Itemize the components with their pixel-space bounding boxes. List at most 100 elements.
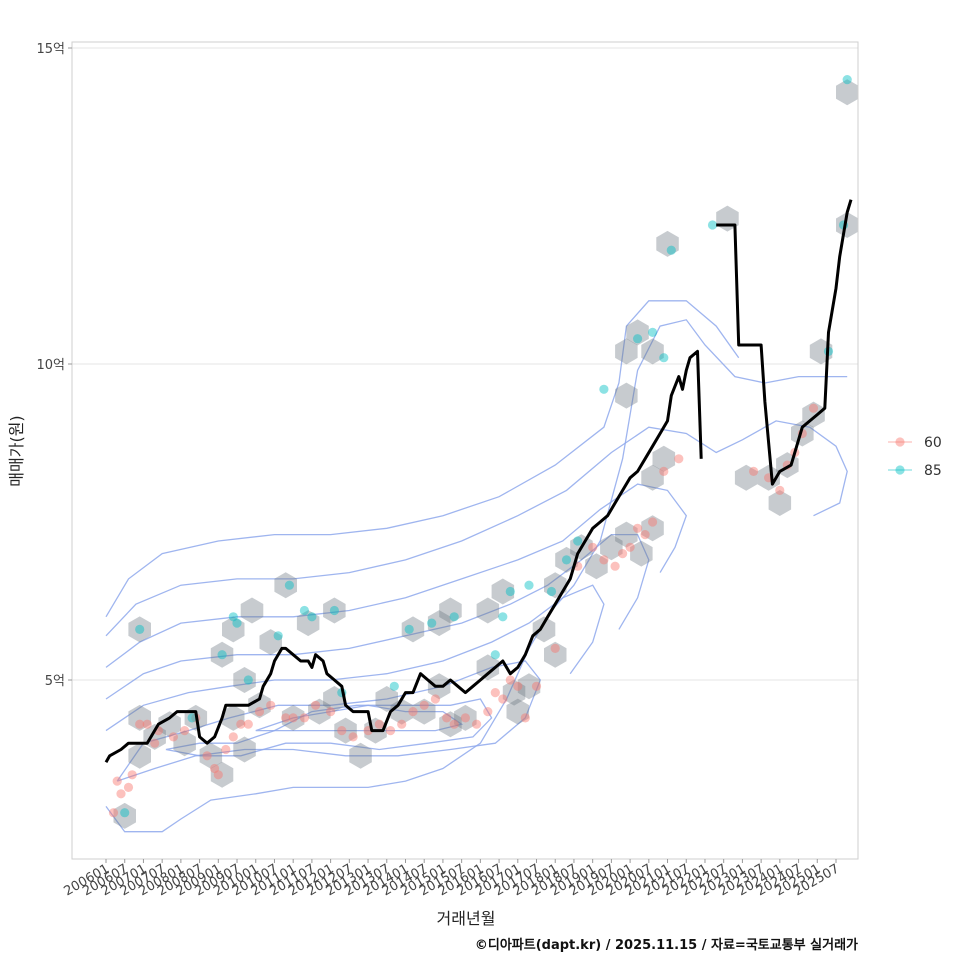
scatter-point-60 <box>419 700 429 710</box>
hex-bin <box>439 597 462 624</box>
scatter-point-85 <box>273 631 283 641</box>
hex-bin <box>641 338 664 365</box>
scatter-point-60 <box>142 719 152 729</box>
hex-bin <box>349 742 372 769</box>
hex-bin <box>308 698 331 725</box>
median-line-group <box>104 199 853 763</box>
scatter-point-85 <box>561 555 572 565</box>
density-contour <box>105 483 688 668</box>
scatter-point-60 <box>460 713 470 723</box>
scatter-point-60 <box>236 719 246 729</box>
median-price-line <box>716 199 853 486</box>
scatter-point-60 <box>674 454 684 464</box>
scatter-point-60 <box>108 808 119 818</box>
density-contour <box>165 698 493 757</box>
scatter-point-60 <box>123 782 134 793</box>
hex-bin <box>240 597 264 624</box>
scatter-point-60 <box>228 732 238 742</box>
hex-bin <box>476 597 500 624</box>
y-axis-title: 매매가(원) <box>7 415 26 486</box>
gridlines <box>72 47 858 681</box>
scatter-point-85 <box>707 220 718 230</box>
scatter-point-60 <box>213 770 223 780</box>
hex-bin <box>427 610 451 637</box>
hex-bin <box>401 616 425 643</box>
hex-bin <box>128 616 151 643</box>
hex-bin <box>734 464 758 491</box>
hex-bin <box>233 736 256 763</box>
hex-bin <box>757 464 780 491</box>
scatter-point-60 <box>168 732 178 742</box>
hex-bin <box>517 673 541 700</box>
scatter-point-85 <box>490 650 500 660</box>
hex-bin <box>652 445 676 472</box>
scatter-point-60 <box>498 694 508 704</box>
scatter-point-85 <box>524 580 534 590</box>
hex-bin <box>158 711 181 738</box>
hex-bin <box>296 610 320 637</box>
hex-bin <box>491 578 515 605</box>
y-tick-label: 5억 <box>45 674 65 689</box>
hex-bins <box>113 79 859 829</box>
scatter-point-60 <box>520 713 530 723</box>
hex-bin <box>555 546 578 573</box>
hex-bin <box>334 717 357 744</box>
hex-bin <box>506 698 530 725</box>
scatter-point-60 <box>550 643 560 654</box>
median-price-line <box>104 349 703 763</box>
scatter-point-60 <box>483 707 493 717</box>
scatter-point-60 <box>408 707 418 717</box>
hex-bin <box>281 704 305 731</box>
scatter-point-60 <box>299 713 309 723</box>
scatter-point-85 <box>573 536 583 546</box>
scatter-point-60 <box>505 675 515 685</box>
hex-bin <box>128 704 151 731</box>
density-contour <box>105 300 740 618</box>
hex-bin <box>836 212 859 238</box>
density-contour <box>105 584 605 732</box>
legend-key-dot-60 <box>895 437 905 447</box>
scatter-point-60 <box>640 530 650 540</box>
x-axis-title: 거래년월 <box>437 909 496 928</box>
hex-bin <box>544 641 567 668</box>
scatter-point-60 <box>430 694 440 704</box>
scatter-point-85 <box>633 334 643 344</box>
scatter-point-60 <box>348 732 358 742</box>
scatter-point-85 <box>329 605 339 616</box>
hex-bin <box>641 464 664 491</box>
scatter-point-60 <box>648 517 658 527</box>
scatter-point-60 <box>210 763 220 774</box>
hex-bin <box>323 686 346 712</box>
scatter-point-60 <box>127 770 137 780</box>
scatter-point-85 <box>599 384 609 394</box>
scatter-point-60 <box>588 542 598 552</box>
hex-bin <box>222 616 245 643</box>
scatter-point-85 <box>187 713 197 723</box>
scatter-point-60 <box>135 719 145 729</box>
hex-bin <box>173 730 196 757</box>
density-contours <box>105 300 848 833</box>
hex-bin <box>630 540 653 567</box>
density-contour <box>116 660 542 782</box>
y-tick-label: 10억 <box>36 358 65 373</box>
hex-bin <box>128 742 151 769</box>
scatter-point-85 <box>299 605 309 616</box>
scatter-point-60 <box>180 726 190 736</box>
hex-bin <box>222 704 245 731</box>
hex-bin <box>768 490 792 516</box>
scatter-point-85 <box>449 612 459 622</box>
scatter-point-85 <box>546 586 557 597</box>
hex-bin <box>615 338 638 365</box>
hex-bin <box>274 572 297 599</box>
scatter-point-85 <box>842 75 852 85</box>
legend-label-60: 60 <box>924 435 942 451</box>
scatter-point-85 <box>284 580 294 590</box>
hex-bin <box>641 515 664 542</box>
scatter-point-60 <box>281 713 291 723</box>
hex-bin <box>532 616 556 643</box>
hex-bin <box>210 761 234 788</box>
scatter-point-85 <box>404 624 414 635</box>
scatter-point-85 <box>232 618 242 628</box>
scatter-point-60 <box>374 719 384 729</box>
